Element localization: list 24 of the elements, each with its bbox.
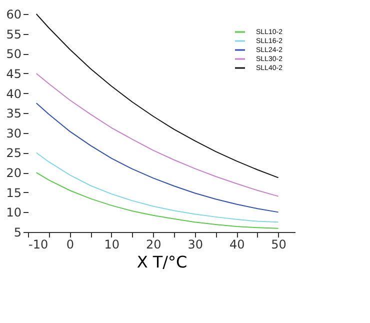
y-tick-label: 15 — [6, 186, 22, 200]
x-tick-label: 40 — [229, 238, 245, 252]
x-tick-label: 0 — [66, 238, 74, 252]
y-tick-label: 10 — [6, 206, 22, 220]
y-tick-label: 40 — [6, 86, 22, 101]
x-tick-label: -10 — [28, 238, 48, 252]
x-tick-label: 50 — [271, 238, 286, 252]
y-tick-label: 20 — [6, 166, 22, 180]
x-tick-label: 20 — [146, 238, 162, 252]
y-tick-label: 30 — [6, 126, 22, 140]
line-series — [36, 152, 279, 223]
x-tick-label: 30 — [188, 238, 204, 252]
x-tick-label: 10 — [104, 238, 120, 252]
line-series — [36, 102, 279, 213]
y-tick-label: 50 — [6, 47, 22, 62]
y-tick-label: 55 — [6, 27, 22, 42]
line-series — [36, 172, 279, 229]
y-tick-label: 45 — [6, 66, 22, 81]
y-tick-label: 5 — [14, 226, 22, 240]
y-tick-label: 60 — [6, 8, 22, 22]
x-axis-title: X T/°C — [136, 252, 188, 272]
y-tick-label: 25 — [6, 146, 22, 160]
line-series — [36, 72, 279, 197]
y-tick-label: 35 — [6, 106, 22, 121]
